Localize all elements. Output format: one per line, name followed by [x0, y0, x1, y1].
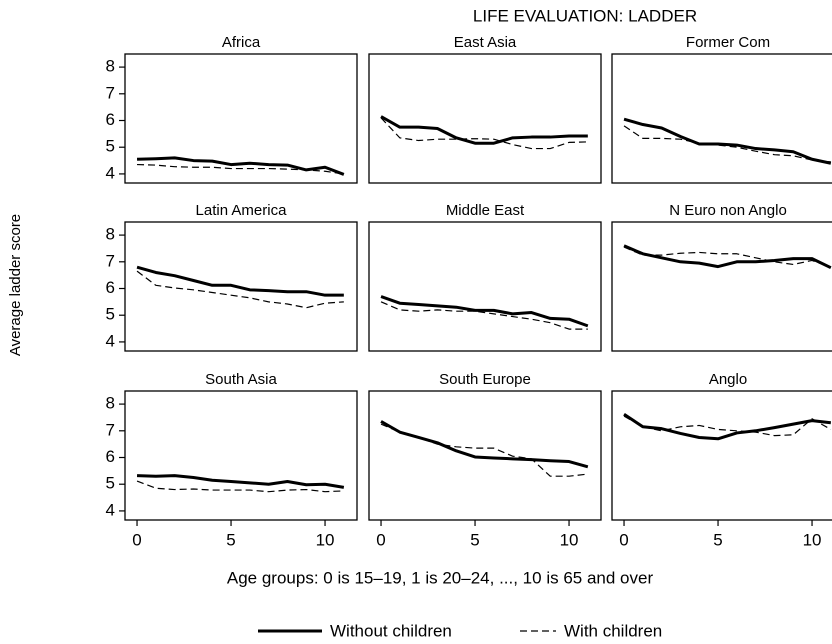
y-tick-label: 6	[106, 110, 115, 129]
panel-frame	[368, 53, 602, 184]
panel-frame	[124, 53, 358, 184]
x-axis-label: Age groups: 0 is 15–19, 1 is 20–24, ...,…	[227, 568, 654, 587]
series-line	[136, 270, 344, 309]
series-line	[136, 474, 345, 489]
series-line	[623, 246, 832, 268]
panel-title: Latin America	[196, 202, 288, 219]
series-line	[380, 115, 588, 145]
panel-frame	[611, 390, 832, 521]
y-tick-label: 6	[106, 278, 115, 297]
y-tick-label: 5	[106, 137, 115, 156]
y-tick-label: 8	[106, 394, 115, 413]
panel-title: Former Com	[686, 34, 770, 51]
series-line	[380, 423, 588, 477]
panel-frame	[368, 221, 602, 352]
series-line	[623, 244, 832, 270]
panel-title: Middle East	[446, 202, 525, 219]
panel-title: Africa	[222, 34, 261, 51]
series-line	[136, 480, 344, 493]
panel-frame	[368, 390, 602, 521]
legend-label: With children	[564, 621, 662, 640]
x-tick-label: 5	[713, 530, 722, 549]
x-tick-label: 0	[376, 530, 385, 549]
legend-label: Without children	[330, 621, 452, 640]
panel-title: East Asia	[454, 34, 517, 51]
series-line	[380, 301, 588, 330]
y-tick-label: 8	[106, 225, 115, 244]
panel-frame	[611, 221, 832, 352]
chart-title: LIFE EVALUATION: LADDER	[473, 6, 697, 25]
series-line	[136, 156, 345, 176]
y-tick-label: 7	[106, 420, 115, 439]
y-axis-label: Average ladder score	[7, 214, 24, 356]
panel-title: Anglo	[709, 371, 747, 388]
y-tick-label: 7	[106, 83, 115, 102]
series-line	[380, 117, 588, 150]
x-tick-label: 0	[132, 530, 141, 549]
panel-frame	[124, 390, 358, 521]
series-line	[623, 415, 832, 437]
y-tick-label: 6	[106, 447, 115, 466]
y-tick-label: 4	[106, 331, 115, 350]
y-tick-label: 4	[106, 163, 115, 182]
x-tick-label: 10	[316, 530, 335, 549]
y-tick-label: 5	[106, 305, 115, 324]
x-tick-label: 5	[470, 530, 479, 549]
x-tick-label: 10	[803, 530, 822, 549]
y-tick-label: 8	[106, 57, 115, 76]
x-tick-label: 5	[226, 530, 235, 549]
x-tick-label: 0	[619, 530, 628, 549]
series-line	[623, 117, 832, 165]
panel-title: South Asia	[205, 371, 277, 388]
x-tick-label: 10	[560, 530, 579, 549]
series-line	[380, 420, 589, 469]
panel-title: South Europe	[439, 371, 531, 388]
y-tick-label: 4	[106, 500, 115, 519]
series-line	[623, 412, 832, 441]
series-line	[137, 163, 344, 175]
series-line	[380, 295, 589, 328]
y-tick-label: 7	[106, 251, 115, 270]
panel-frame	[124, 221, 358, 352]
series-line	[136, 265, 344, 297]
series-line	[623, 125, 831, 163]
panel-frame	[611, 53, 832, 184]
y-tick-label: 5	[106, 474, 115, 493]
panel-title: N Euro non Anglo	[669, 202, 787, 219]
